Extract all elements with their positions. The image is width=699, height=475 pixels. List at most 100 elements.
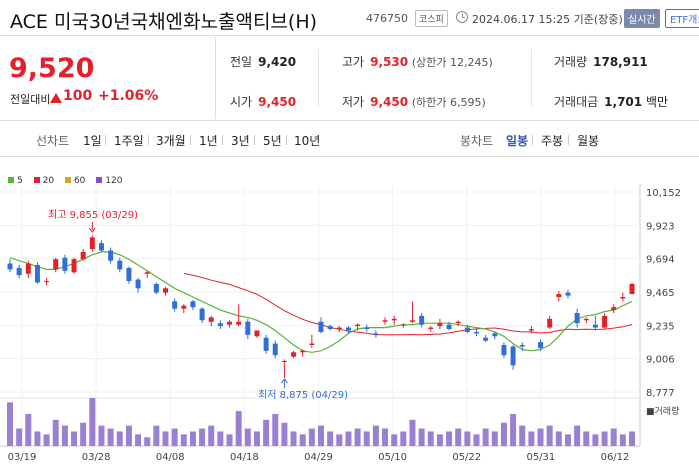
volume-bar	[345, 431, 352, 446]
volume-bar	[619, 434, 626, 446]
legend-ma20: 20	[33, 176, 54, 186]
tab-1y[interactable]: 1년	[199, 134, 218, 148]
y-tick-label: 9,465	[646, 288, 675, 299]
volume-bar	[253, 431, 260, 446]
volume-bar	[446, 431, 453, 446]
candle	[409, 320, 415, 322]
volume-bar	[583, 431, 590, 446]
candle	[483, 337, 489, 341]
volume-bar	[171, 428, 178, 446]
candle	[501, 345, 507, 356]
volume-bar	[409, 419, 416, 446]
stat-open: 시가 9,450	[230, 95, 297, 109]
y-tick-label: 9,235	[646, 321, 675, 332]
candle	[373, 333, 379, 335]
tab-monthly[interactable]: 월봉	[577, 134, 600, 148]
candle	[446, 324, 452, 330]
tab-1d[interactable]: 1일	[83, 134, 102, 148]
candle	[291, 352, 297, 357]
volume-bar	[336, 434, 343, 446]
volume-bar	[16, 428, 23, 446]
volume-bar	[116, 431, 123, 446]
volume-bar	[107, 428, 114, 446]
volume-bar	[592, 434, 599, 446]
stat-volume: 거래량 178,911	[554, 55, 648, 69]
candle	[181, 305, 187, 309]
candle	[336, 327, 342, 330]
ticker-code: 476750	[366, 12, 408, 25]
volume-bar	[391, 434, 398, 446]
volume-bar	[80, 422, 87, 446]
volume-bar	[464, 431, 471, 446]
page-title: ACE 미국30년국채엔화노출액티브(H)	[10, 11, 318, 33]
volume-bar	[43, 434, 50, 446]
x-tick-label: 05/31	[526, 452, 555, 463]
volume-bar	[52, 419, 59, 446]
candle	[528, 329, 534, 331]
high-arrowhead	[88, 227, 96, 233]
candle	[126, 267, 132, 282]
volume-bar	[25, 414, 32, 446]
etf-overview-button[interactable]: ETF개요	[665, 9, 699, 28]
tab-10y[interactable]: 10년	[294, 134, 321, 148]
candle	[272, 343, 278, 356]
tab-weekly[interactable]: 주봉	[541, 134, 564, 148]
tab-1w[interactable]: 1주일	[114, 134, 144, 148]
candle	[565, 292, 571, 296]
volume-bar	[382, 428, 389, 446]
volume-bar	[34, 431, 41, 446]
volume-bar	[226, 434, 233, 446]
candle	[7, 263, 13, 270]
candle	[629, 283, 635, 295]
volume-bar	[89, 398, 96, 446]
candle	[428, 327, 434, 330]
volume-bar	[418, 428, 425, 446]
y-tick-label: 10,152	[646, 188, 681, 199]
candle	[135, 279, 141, 289]
volume-bar	[610, 428, 617, 446]
volume-bar	[308, 428, 315, 446]
tab-5y[interactable]: 5년	[263, 134, 282, 148]
volume-bar	[162, 431, 169, 446]
price-stats: 전일 9,420 고가 9,530 (상한가 12,245) 거래량 178,911 …	[216, 37, 699, 119]
volume-bar	[235, 411, 242, 446]
candle	[620, 297, 626, 299]
candle	[44, 281, 50, 283]
volume-bar	[455, 428, 462, 446]
volume-bar	[537, 428, 544, 446]
volume-bar	[546, 425, 553, 446]
candle	[25, 263, 31, 274]
volume-bar	[318, 425, 324, 446]
volume-bar	[555, 431, 562, 446]
volume-bar	[500, 422, 507, 446]
volume-bar	[482, 428, 489, 446]
y-tick-label: 9,923	[646, 221, 675, 232]
volume-bar	[180, 434, 187, 446]
candle	[583, 318, 589, 321]
stat-high: 고가 9,530 (상한가 12,245)	[342, 55, 493, 69]
volume-bar	[564, 434, 571, 446]
x-tick-label: 04/29	[304, 452, 333, 463]
tab-daily[interactable]: 일봉	[506, 134, 529, 148]
volume-bar	[510, 414, 517, 446]
volume-bar	[98, 425, 105, 446]
candle	[309, 343, 315, 346]
candle	[400, 324, 406, 326]
realtime-button[interactable]: 실시간	[624, 9, 660, 28]
x-tick-label: 05/22	[452, 452, 481, 463]
volume-bar	[290, 431, 297, 446]
legend-ma60: 60	[64, 176, 85, 186]
volume-bar	[135, 434, 142, 446]
chart-period-tabs: 선차트 1일 1주일 3개월 1년 3년 5년 10년 봉차트 일봉 주봉 월봉	[0, 120, 699, 157]
volume-bar	[601, 431, 608, 446]
candle	[419, 315, 425, 325]
y-tick-label: 9,006	[646, 355, 675, 366]
x-tick-label: 04/18	[230, 452, 259, 463]
tab-3m[interactable]: 3개월	[156, 134, 186, 148]
volume-bar	[208, 425, 215, 446]
volume-bar	[400, 431, 407, 446]
up-triangle-icon	[50, 93, 62, 103]
stat-prev-close: 전일 9,420	[230, 55, 297, 69]
volume-bar	[144, 437, 151, 446]
tab-3y[interactable]: 3년	[231, 134, 250, 148]
